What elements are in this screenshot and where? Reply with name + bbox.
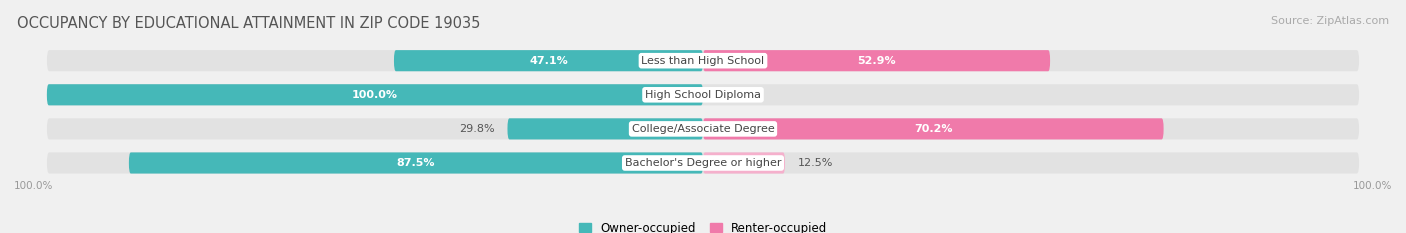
- FancyBboxPatch shape: [46, 118, 1360, 140]
- FancyBboxPatch shape: [703, 50, 1050, 71]
- Legend: Owner-occupied, Renter-occupied: Owner-occupied, Renter-occupied: [579, 222, 827, 233]
- Text: 29.8%: 29.8%: [458, 124, 495, 134]
- FancyBboxPatch shape: [394, 50, 703, 71]
- FancyBboxPatch shape: [508, 118, 703, 140]
- Text: 47.1%: 47.1%: [529, 56, 568, 66]
- FancyBboxPatch shape: [703, 118, 1164, 140]
- FancyBboxPatch shape: [46, 152, 1360, 174]
- Text: 12.5%: 12.5%: [799, 158, 834, 168]
- FancyBboxPatch shape: [46, 50, 1360, 71]
- Text: Less than High School: Less than High School: [641, 56, 765, 66]
- FancyBboxPatch shape: [46, 84, 1360, 105]
- FancyBboxPatch shape: [703, 152, 785, 174]
- Text: 100.0%: 100.0%: [1353, 181, 1392, 191]
- Text: 87.5%: 87.5%: [396, 158, 436, 168]
- Text: 100.0%: 100.0%: [352, 90, 398, 100]
- Text: Source: ZipAtlas.com: Source: ZipAtlas.com: [1271, 16, 1389, 26]
- FancyBboxPatch shape: [46, 84, 703, 105]
- Text: College/Associate Degree: College/Associate Degree: [631, 124, 775, 134]
- Text: OCCUPANCY BY EDUCATIONAL ATTAINMENT IN ZIP CODE 19035: OCCUPANCY BY EDUCATIONAL ATTAINMENT IN Z…: [17, 16, 481, 31]
- Text: Bachelor's Degree or higher: Bachelor's Degree or higher: [624, 158, 782, 168]
- FancyBboxPatch shape: [129, 152, 703, 174]
- Text: High School Diploma: High School Diploma: [645, 90, 761, 100]
- Text: 52.9%: 52.9%: [858, 56, 896, 66]
- Text: 70.2%: 70.2%: [914, 124, 952, 134]
- Text: 100.0%: 100.0%: [14, 181, 53, 191]
